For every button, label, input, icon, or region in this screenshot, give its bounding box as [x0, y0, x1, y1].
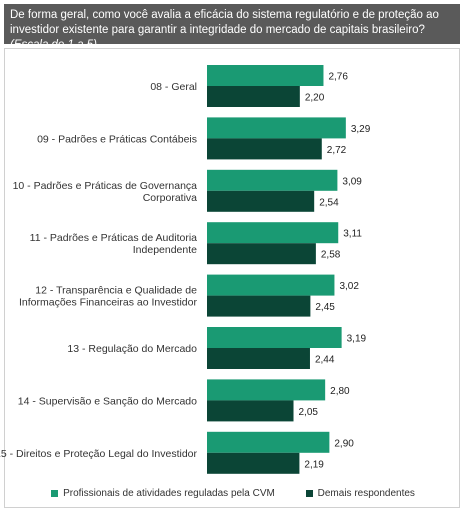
category-label: 08 - Geral [150, 81, 197, 93]
value-label-series-2: 2,45 [315, 302, 335, 313]
bar-series-2 [207, 400, 294, 422]
bar-series-1 [207, 169, 338, 191]
category-label: 10 - Padrões e Práticas de Governança Cor… [13, 180, 198, 204]
bar-series-2 [207, 348, 310, 369]
bar-series-2 [207, 86, 300, 107]
value-label-series-2: 2,19 [304, 459, 324, 470]
legend-label-series-1: Profissionais de atividades reguladas pe… [63, 488, 275, 499]
value-label-series-1: 2,76 [328, 72, 348, 83]
bar-series-2 [207, 295, 311, 317]
category-label: 13 - Regulação do Mercado [67, 343, 197, 355]
value-label-series-2: 2,44 [315, 355, 335, 366]
legend-swatch-series-1 [51, 490, 59, 497]
value-label-series-1: 3,09 [342, 176, 362, 187]
category-label: 12 - Transparência e Qualidade de Informa… [19, 285, 198, 309]
category-label: 14 - Supervisão e Sanção do Mercado [18, 395, 197, 407]
value-label-series-1: 2,80 [330, 386, 350, 397]
category-label: 15 - Direitos e Proteção Legal do Invest… [0, 448, 197, 460]
category-label: 09 - Padrões e Práticas Contábeis [37, 133, 197, 145]
legend-swatch-series-2 [305, 490, 313, 497]
value-label-series-2: 2,72 [327, 145, 347, 156]
value-label-series-1: 3,11 [343, 229, 362, 240]
value-label-series-2: 2,20 [305, 93, 325, 104]
value-label-series-1: 2,90 [334, 438, 354, 449]
bar-series-1 [207, 274, 335, 296]
value-label-series-2: 2,05 [299, 407, 319, 418]
value-label-series-1: 3,02 [339, 281, 359, 292]
value-label-series-2: 2,58 [321, 250, 341, 261]
question-header: De forma geral, como você avalia a eficá… [4, 4, 460, 51]
category-label: 11 - Padrões e Práticas de Auditoria Inde… [30, 232, 197, 256]
question-text: De forma geral, como você avalia a eficá… [10, 9, 439, 36]
bar-series-1 [207, 327, 342, 348]
value-label-series-1: 3,19 [347, 334, 367, 345]
bar-series-2 [207, 452, 300, 474]
chart-legend: Profissionais de atividades reguladas pe… [0, 488, 466, 500]
bar-series-1 [207, 222, 339, 244]
bar-series-2 [207, 190, 315, 212]
bar-series-2 [207, 138, 322, 160]
legend-label-series-2: Demais respondentes [317, 488, 415, 499]
bar-series-1 [207, 379, 326, 401]
bar-series-1 [207, 431, 330, 453]
legend-item-series-1: Profissionais de atividades reguladas pe… [51, 488, 275, 499]
bar-series-1 [207, 65, 324, 86]
chart-frame [4, 48, 460, 508]
legend-item-series-2: Demais respondentes [305, 488, 415, 499]
value-label-series-2: 2,54 [319, 197, 339, 208]
bar-series-2 [207, 243, 316, 265]
value-label-series-1: 3,29 [351, 124, 371, 135]
bar-series-1 [207, 117, 346, 139]
